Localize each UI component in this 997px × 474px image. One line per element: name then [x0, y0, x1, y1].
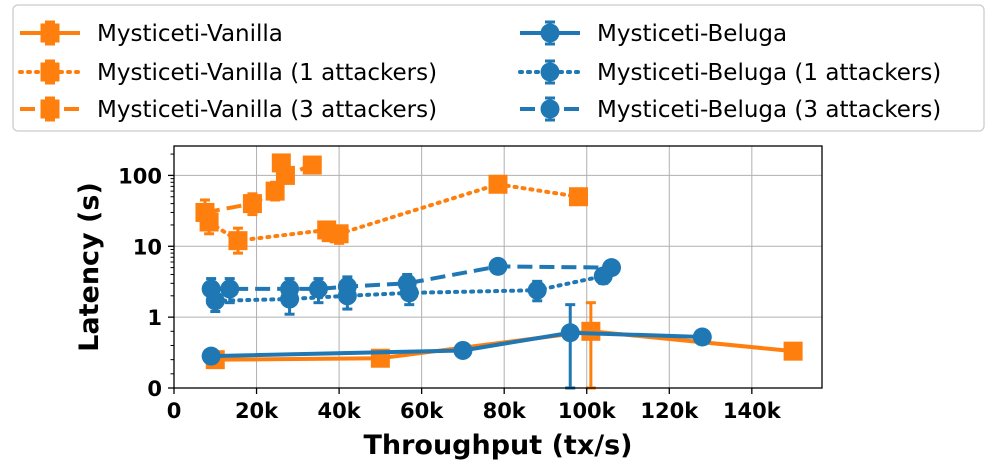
series-line — [211, 264, 612, 291]
data-point — [195, 202, 215, 222]
x-tick-label: 40k — [317, 399, 361, 423]
legend-label: Mysticeti-Vanilla (3 attackers) — [97, 97, 437, 123]
data-point — [568, 187, 588, 207]
x-tick-label: 20k — [235, 399, 279, 423]
data-point — [220, 279, 240, 299]
legend: Mysticeti-Vanilla Mysticeti-Vanilla (1 at… — [12, 4, 985, 132]
legend-marker — [40, 23, 60, 43]
legend-label: Mysticeti-Beluga — [597, 21, 787, 47]
data-point — [692, 327, 712, 347]
legend-entry: Mysticeti-Vanilla — [20, 20, 283, 47]
data-point — [201, 346, 221, 366]
legend-label: Mysticeti-Beluga (3 attackers) — [597, 97, 941, 123]
series-line — [207, 182, 581, 243]
series-line — [211, 330, 703, 359]
data-point — [275, 165, 295, 185]
data-point — [581, 321, 601, 341]
series-3 — [195, 153, 322, 227]
y-tick-label: 100 — [118, 164, 162, 188]
data-point — [265, 181, 285, 201]
x-tick-label: 80k — [483, 399, 527, 423]
data-point — [337, 277, 357, 297]
x-tick-label: 140k — [723, 399, 782, 423]
legend-entry: Mysticeti-Beluga (1 attackers) — [518, 59, 941, 86]
data-point — [488, 256, 508, 276]
data-point — [602, 258, 622, 278]
data-point — [488, 174, 508, 194]
series-2 — [199, 174, 588, 255]
legend-entry: Mysticeti-Vanilla (1 attackers) — [18, 59, 437, 86]
y-axis-ticks: 0 1 10 100 — [118, 153, 174, 401]
data-point — [302, 155, 322, 175]
series-layer — [195, 153, 803, 390]
y-tick-label: 10 — [133, 235, 162, 259]
data-point — [527, 280, 547, 300]
x-axis-label: Throughput (tx/s) — [363, 430, 632, 461]
y-tick-label: 0 — [147, 377, 162, 401]
x-tick-label: 0 — [167, 399, 182, 423]
series-6 — [201, 256, 622, 305]
data-point — [201, 279, 221, 299]
x-tick-label: 100k — [558, 399, 617, 423]
legend-label: Mysticeti-Vanilla — [97, 21, 283, 47]
legend-entry: Mysticeti-Vanilla (3 attackers) — [20, 96, 437, 123]
data-point — [242, 194, 262, 214]
legend-label: Mysticeti-Beluga (1 attackers) — [597, 60, 941, 86]
legend-marker — [40, 99, 60, 119]
data-point — [397, 273, 417, 293]
legend-marker — [540, 62, 560, 82]
data-point — [308, 279, 328, 299]
legend-marker — [40, 62, 60, 82]
data-point — [280, 279, 300, 299]
legend-entry: Mysticeti-Beluga — [520, 20, 787, 47]
legend-entry: Mysticeti-Beluga (3 attackers) — [520, 96, 941, 123]
x-axis-ticks: 0 20k 40k 60k 80k 100k 120k 140k — [167, 388, 782, 423]
legend-marker — [540, 23, 560, 43]
x-tick-label: 120k — [640, 399, 699, 423]
data-point — [453, 340, 473, 360]
plot-frame — [173, 145, 823, 389]
series-4 — [201, 303, 712, 390]
data-point — [783, 341, 803, 361]
data-point — [228, 231, 248, 251]
data-point — [560, 323, 580, 343]
legend-marker — [540, 99, 560, 119]
x-tick-label: 60k — [400, 399, 444, 423]
series-line — [213, 274, 606, 303]
legend-label: Mysticeti-Vanilla (1 attackers) — [97, 60, 437, 86]
y-tick-label: 1 — [147, 306, 162, 330]
data-point — [329, 224, 349, 244]
legend-frame — [12, 4, 985, 132]
y-axis-label: Latency (s) — [74, 182, 105, 352]
